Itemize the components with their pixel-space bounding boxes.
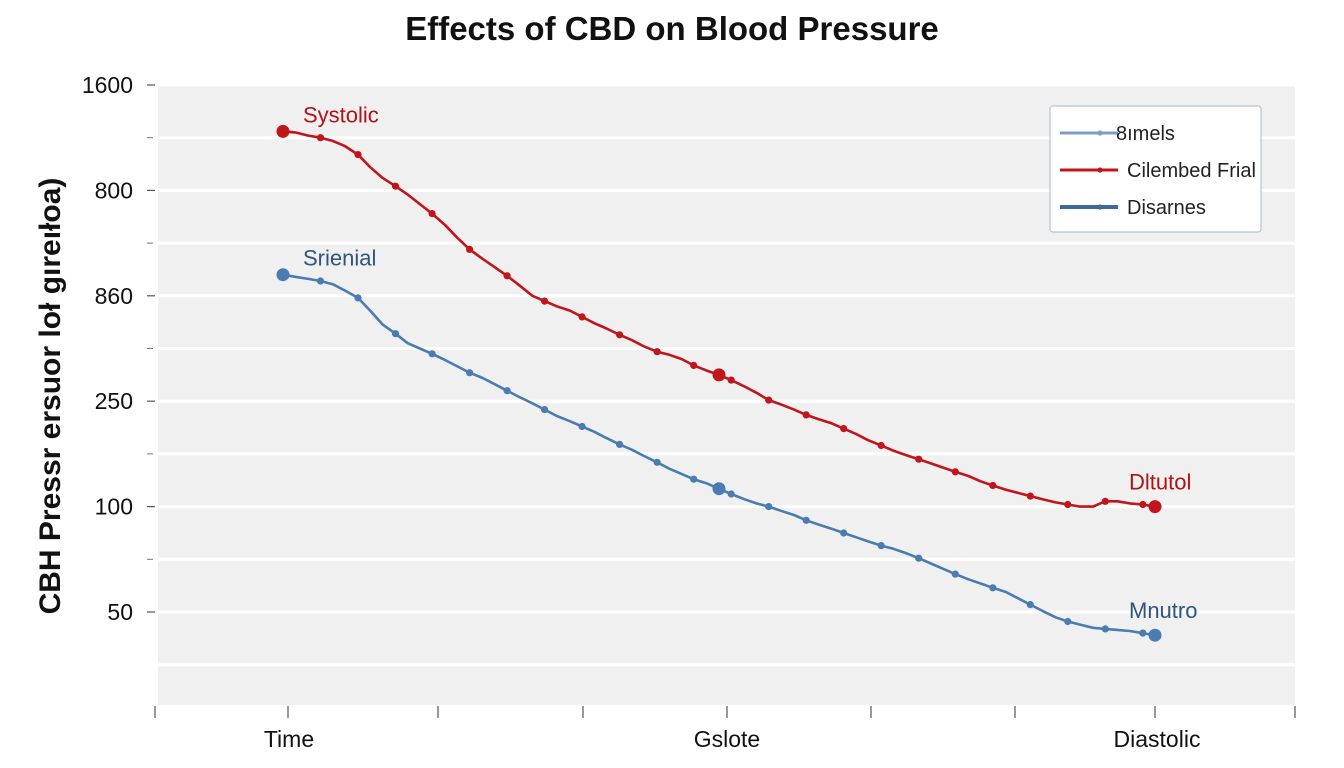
data-point (1148, 500, 1162, 514)
data-point (276, 124, 290, 138)
series-1 (276, 268, 1162, 642)
legend-label: Cilembed Frial (1127, 160, 1256, 182)
y-tick-label: 50 (107, 599, 133, 625)
data-point (428, 350, 436, 358)
data-point (316, 134, 325, 142)
data-point (840, 529, 848, 537)
data-point (354, 151, 362, 159)
data-point (1101, 497, 1109, 505)
data-point (578, 313, 586, 321)
legend-marker (1097, 167, 1103, 173)
data-point (1064, 500, 1072, 509)
legend: 8ımels Cilembed Frial Disarnes (1049, 105, 1262, 233)
chart-title: Effects of CBD on Blood Pressure (405, 10, 939, 47)
y-tick-label: 250 (95, 388, 133, 414)
data-point (690, 475, 698, 483)
series-annotation: Systolic (303, 102, 379, 127)
data-point (840, 425, 848, 433)
data-point (1139, 500, 1147, 509)
series-0 (276, 124, 1162, 514)
y-tick-label: 860 (95, 283, 133, 309)
data-point (915, 554, 923, 562)
x-tick-label: Gslote (694, 726, 760, 752)
series-annotation: Srienial (303, 246, 376, 271)
data-point (727, 376, 735, 384)
data-point (877, 542, 885, 550)
data-point (989, 584, 997, 592)
grid-lines (158, 83, 1295, 667)
legend-marker (1097, 204, 1103, 210)
data-point (1139, 629, 1147, 637)
data-point (712, 368, 726, 382)
data-point (712, 482, 726, 496)
data-point (466, 245, 474, 253)
data-point (802, 516, 810, 524)
data-point (1026, 492, 1034, 500)
y-tick-label: 800 (95, 177, 133, 203)
data-point (765, 503, 773, 511)
data-point (690, 361, 698, 369)
x-tick-label: Time (264, 726, 314, 752)
data-point (578, 422, 586, 431)
data-point (428, 210, 436, 218)
data-point (391, 330, 400, 338)
legend-box (1049, 105, 1262, 233)
data-point (1064, 617, 1072, 626)
data-point (915, 455, 923, 463)
data-point (276, 268, 290, 282)
data-point (1026, 601, 1034, 609)
data-point (316, 277, 325, 285)
data-point (391, 182, 400, 190)
data-point (1101, 625, 1109, 633)
series-annotation: Dltutol (1129, 470, 1191, 495)
legend-label: 8ımels (1116, 123, 1175, 145)
data-point (951, 468, 959, 476)
legend-label: Disarnes (1127, 197, 1206, 219)
y-axis-label: CBH Pressr ersuor loł gıreıłoa) (34, 178, 67, 615)
data-point (1148, 628, 1162, 642)
data-point (503, 272, 511, 280)
data-point (616, 440, 624, 448)
data-point (802, 411, 810, 419)
data-point (877, 441, 885, 450)
data-point (616, 331, 624, 339)
axes: 1600 800 860 250 100 50 Time Gslote Diastolic (82, 72, 1296, 752)
annotations: Systolic Srienial Dltutol Mnutro (303, 102, 1197, 623)
y-tick-label: 100 (95, 494, 133, 520)
data-point (653, 458, 661, 466)
data-point (727, 490, 735, 498)
data-point (541, 297, 549, 305)
series-annotation: Mnutro (1129, 598, 1197, 623)
series-lines (276, 124, 1162, 642)
x-tick-label: Diastolic (1114, 726, 1201, 752)
data-point (765, 396, 773, 404)
data-point (541, 406, 549, 414)
data-point (354, 294, 362, 302)
y-tick-label: 1600 (82, 72, 133, 98)
data-point (503, 387, 511, 395)
data-point (653, 348, 661, 356)
data-point (951, 570, 959, 578)
data-point (989, 481, 997, 490)
data-point (466, 369, 474, 377)
legend-marker (1097, 130, 1103, 136)
